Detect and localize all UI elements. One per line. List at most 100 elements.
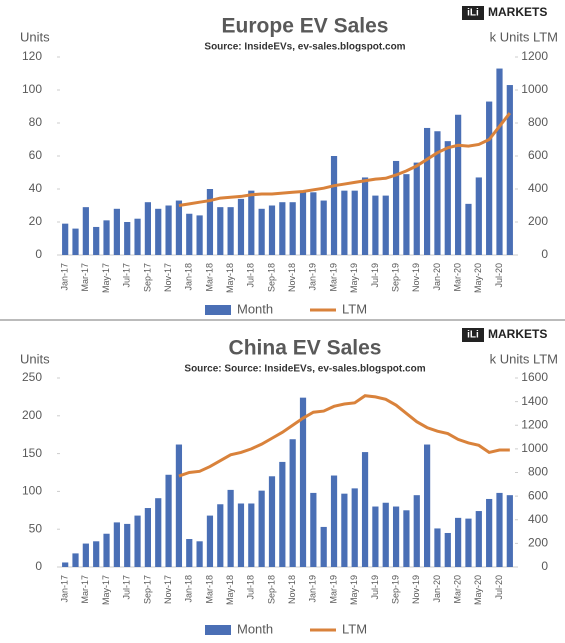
y2-axis-label: k Units LTM [490,351,558,366]
bar [93,541,100,567]
x-tick-label: Mar-18 [204,575,214,604]
y2-tick-label: 1000 [521,82,548,96]
bar [289,202,296,255]
y-axis-label: Units [20,29,50,44]
ltm-line [178,112,512,207]
bar [434,131,441,255]
x-tick-label: Sep-17 [142,263,152,292]
bar [279,461,286,567]
legend-label: Month [237,301,273,316]
chart-subtitle: Source: Source: InsideEVs, ev-sales.blog… [184,364,425,375]
bar [72,228,79,255]
y2-tick-label: 1200 [521,417,548,431]
x-tick-label: Jan-20 [432,263,442,291]
bar [310,192,317,255]
bar [341,493,348,567]
bar [217,504,224,567]
bar [310,492,317,567]
y2-tick-label: 200 [528,536,548,550]
bar [444,141,451,255]
logo: iLi [467,330,479,341]
y2-tick-label: 1000 [521,441,548,455]
bar [237,503,245,567]
bar [186,539,193,567]
y2-tick-label: 1200 [521,49,548,63]
bar [475,177,482,255]
bar [372,195,379,255]
bar [496,68,503,255]
bar [175,444,183,567]
bar [227,489,234,567]
bar [299,397,307,567]
bar [424,127,431,255]
bar [206,515,214,567]
x-tick-label: Jan-17 [60,263,70,291]
brand: MARKETS [488,5,547,19]
y-tick-label: 50 [29,521,43,535]
bar [165,474,172,567]
y-tick-label: 40 [29,181,43,195]
bar [227,207,234,255]
y2-tick-label: 0 [541,559,548,573]
x-tick-label: Jul-17 [122,263,132,288]
ltm-line [178,394,510,478]
x-tick-label: Nov-18 [287,575,297,604]
bar [113,208,120,255]
bar [93,226,100,255]
bar [496,492,503,567]
x-tick-label: Jan-19 [308,263,318,291]
bar [248,190,255,255]
y-tick-label: 60 [29,148,43,162]
x-tick-label: Mar-20 [453,575,463,604]
y-tick-label: 20 [29,214,43,228]
x-tick-label: Jan-18 [184,263,194,291]
x-tick-label: Sep-18 [266,575,276,604]
bar [465,518,472,567]
bar [82,543,89,567]
bar [382,195,389,255]
y2-axis-label: k Units LTM [490,29,558,44]
bar [455,114,462,255]
bar [279,202,286,255]
bar [268,476,276,567]
bar [403,510,410,567]
bar [134,218,141,255]
bar [506,495,513,567]
bar [196,541,203,567]
y-tick-label: 120 [22,49,42,63]
y2-tick-label: 1400 [521,394,548,408]
bar [124,222,131,255]
legend-swatch [205,625,231,635]
x-tick-label: Mar-18 [204,263,214,292]
chart-subtitle: Source: InsideEVs, ev-sales.blogspot.com [204,42,405,53]
y-tick-label: 80 [29,115,43,129]
bar [506,85,513,255]
bar [237,198,245,255]
x-tick-label: Mar-19 [328,575,338,604]
bar [62,562,69,567]
x-tick-label: Mar-17 [80,575,90,604]
bar [320,200,327,255]
y-axis-label: Units [20,351,50,366]
x-tick-label: Jul-20 [494,263,504,288]
brand: MARKETS [488,327,547,341]
bar [113,522,120,567]
bar [486,498,493,567]
legend-label: LTM [342,621,367,636]
y2-tick-label: 400 [528,181,548,195]
x-tick-label: Mar-20 [453,263,463,292]
bar [320,526,327,567]
bar [165,205,172,255]
y2-tick-label: 600 [528,488,548,502]
x-tick-label: May-17 [101,263,111,293]
bar [155,498,162,567]
x-tick-label: Jul-20 [494,575,504,600]
y2-tick-label: 1600 [521,370,548,384]
x-tick-label: Nov-17 [163,263,173,292]
chart-panel: Europe EV Sales Source: InsideEVs, ev-sal… [20,5,558,316]
x-tick-label: Jul-17 [122,575,132,600]
x-tick-label: Jan-19 [308,575,318,603]
x-tick-label: Nov-18 [287,263,297,292]
bar [124,523,131,567]
